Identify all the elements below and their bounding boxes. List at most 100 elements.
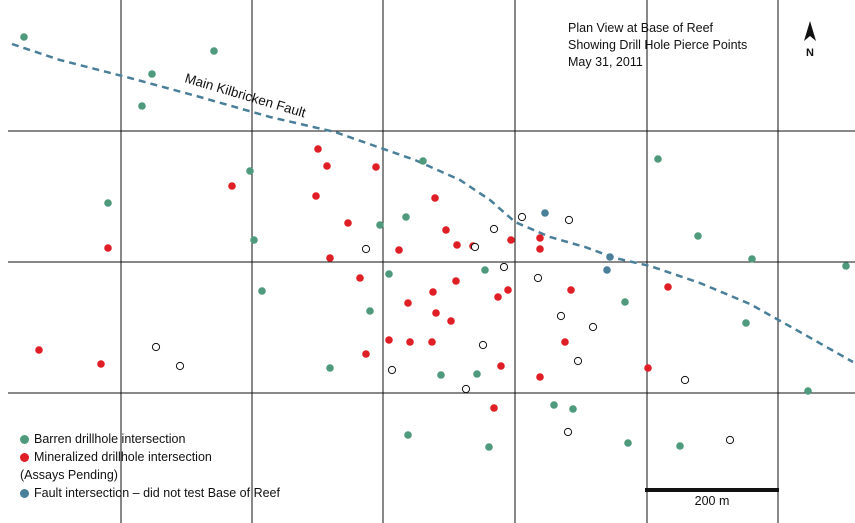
mineralized-drillhole-marker [344,219,352,227]
barren-drillhole-marker [402,213,410,221]
mineralized-drillhole-marker [228,182,236,190]
mineralized-drillhole-marker [406,338,414,346]
fault-icon [20,488,29,498]
pending-drillhole-marker [564,215,574,225]
pending-drillhole-marker [489,224,499,234]
mineralized-drillhole-marker [442,226,450,234]
barren-drillhole-marker [569,405,577,413]
north-label: N [806,47,814,59]
legend-label-mineralized: Mineralized drillhole intersection [34,450,212,464]
mineralized-drillhole-marker [362,350,370,358]
mineralized-drillhole-marker [372,163,380,171]
mineralized-drillhole-marker [323,162,331,170]
barren-drillhole-marker [366,307,374,315]
barren-drillhole-marker [748,255,756,263]
mineralized-drillhole-marker [536,234,544,242]
pending-drillhole-marker [680,375,690,385]
legend: Barren drillhole intersection Mineralize… [20,430,280,502]
mineralized-drillhole-marker [312,192,320,200]
grid-lines [8,0,855,523]
mineralized-drillhole-marker [97,360,105,368]
mineralized-drillhole-marker [507,236,515,244]
mineralized-drillhole-marker [447,317,455,325]
mineralized-drillhole-marker [664,283,672,291]
barren-drillhole-marker [376,221,384,229]
barren-drillhole-marker [385,270,393,278]
pending-drillhole-marker [361,244,371,254]
north-arrow-icon [804,21,816,41]
mineralized-drillhole-marker [561,338,569,346]
barren-drillhole-marker [250,236,258,244]
barren-drillhole-marker [210,47,218,55]
barren-drillhole-marker [742,319,750,327]
drillhole-points [20,33,850,451]
barren-drillhole-marker [624,439,632,447]
pending-drillhole-marker [517,212,527,222]
mineralized-drillhole-marker [35,346,43,354]
mineralized-drillhole-marker [104,244,112,252]
mineralized-drillhole-marker [453,241,461,249]
fault-label: Main Kilbricken Fault [183,70,308,120]
mineralized-icon [20,452,29,462]
pending-drillhole-marker [175,361,185,371]
barren-drillhole-marker [473,370,481,378]
fault-drillhole-marker [606,253,614,261]
barren-drillhole-marker [550,401,558,409]
barren-drillhole-marker [437,371,445,379]
title-line-3: May 31, 2011 [568,55,643,69]
mineralized-drillhole-marker [395,246,403,254]
pending-drillhole-marker [563,427,573,437]
pending-drillhole-marker [461,384,471,394]
mineralized-drillhole-marker [404,299,412,307]
fault-drillhole-marker [541,209,549,217]
pending-drillhole-marker [573,356,583,366]
fault-line [11,42,854,364]
barren-drillhole-marker [148,70,156,78]
mineralized-drillhole-marker [356,274,364,282]
map-title: Plan View at Base of Reef Showing Drill … [568,20,747,71]
mineralized-drillhole-marker [428,338,436,346]
mineralized-drillhole-marker [644,364,652,372]
mineralized-drillhole-marker [314,145,322,153]
mineralized-drillhole-marker [452,277,460,285]
legend-label-fault: Fault intersection – did not test Base o… [34,486,280,500]
mineralized-drillhole-marker [431,194,439,202]
barren-drillhole-marker [258,287,266,295]
mineralized-drillhole-marker [536,373,544,381]
barren-drillhole-marker [621,298,629,306]
barren-drillhole-marker [419,157,427,165]
barren-drillhole-marker [676,442,684,450]
pending-drillhole-marker [499,262,509,272]
legend-item-fault: Fault intersection – did not test Base o… [20,484,280,502]
barren-drillhole-marker [246,167,254,175]
legend-label-pending: (Assays Pending) [20,468,118,482]
legend-label-barren: Barren drillhole intersection [34,432,186,446]
pending-drillhole-marker [470,242,480,252]
pending-drillhole-marker [556,311,566,321]
mineralized-drillhole-marker [567,286,575,294]
pending-drillhole-marker [588,322,598,332]
barren-drillhole-marker [842,262,850,270]
barren-drillhole-marker [20,33,28,41]
barren-drillhole-marker [138,102,146,110]
mineralized-drillhole-marker [490,404,498,412]
barren-drillhole-marker [404,431,412,439]
title-line-2: Showing Drill Hole Pierce Points [568,38,748,52]
mineralized-drillhole-marker [504,286,512,294]
barren-drillhole-marker [326,364,334,372]
mineralized-drillhole-marker [497,362,505,370]
barren-drillhole-marker [104,199,112,207]
barren-drillhole-marker [481,266,489,274]
legend-item-mineralized: Mineralized drillhole intersection [20,448,280,466]
mineralized-drillhole-marker [494,293,502,301]
title-line-1: Plan View at Base of Reef [568,21,713,35]
north-arrow: N [800,20,820,59]
barren-icon [20,434,29,444]
legend-item-barren: Barren drillhole intersection [20,430,280,448]
pending-drillhole-marker [725,435,735,445]
barren-drillhole-marker [804,387,812,395]
mineralized-drillhole-marker [326,254,334,262]
barren-drillhole-marker [485,443,493,451]
legend-item-pending: (Assays Pending) [20,466,280,484]
